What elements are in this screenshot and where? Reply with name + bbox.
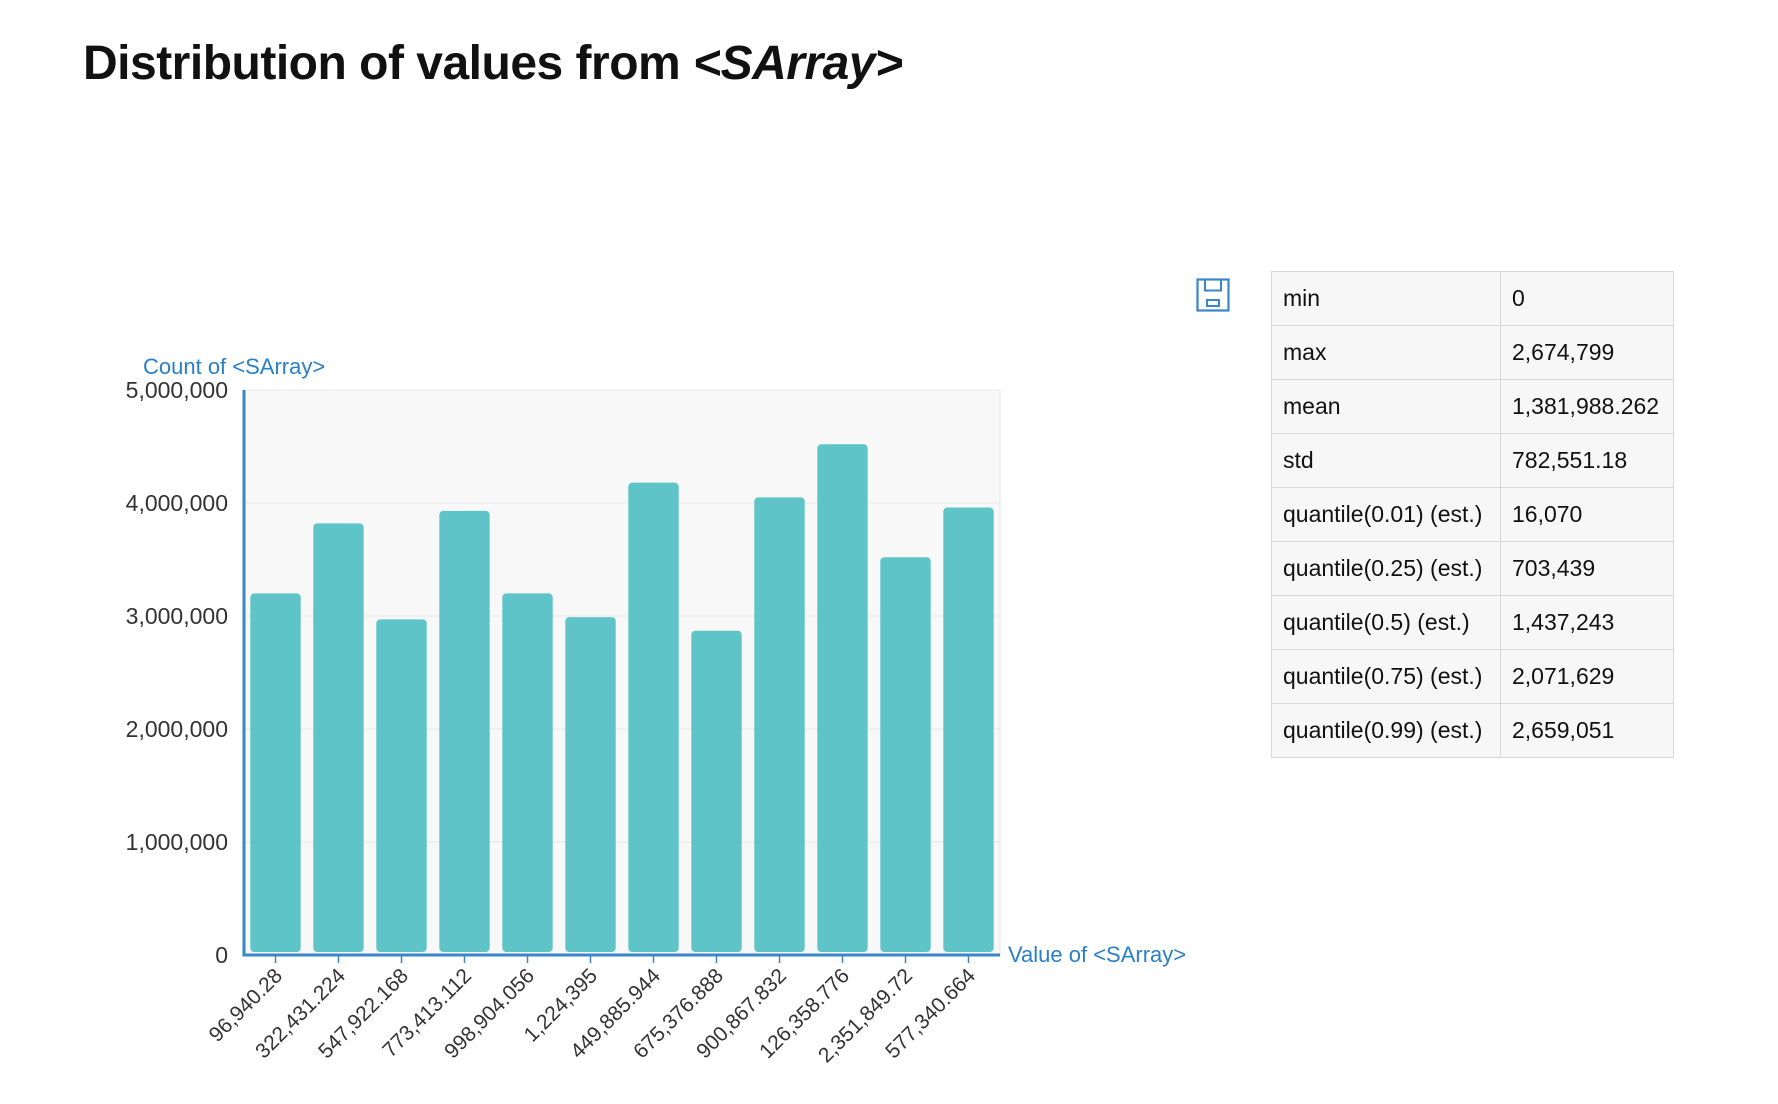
stat-label: quantile(0.01) (est.): [1272, 488, 1501, 542]
histogram-bar: [754, 497, 804, 952]
stats-row: std 782,551.18: [1272, 434, 1674, 488]
histogram-bar: [943, 508, 993, 952]
y-tick-label: 1,000,000: [126, 829, 228, 855]
stat-value: 1,381,988.262: [1501, 380, 1674, 434]
stat-value: 703,439: [1501, 542, 1674, 596]
stat-label: quantile(0.5) (est.): [1272, 596, 1501, 650]
stats-row: mean 1,381,988.262: [1272, 380, 1674, 434]
histogram-bar: [250, 593, 300, 952]
stat-label: quantile(0.75) (est.): [1272, 650, 1501, 704]
stat-value: 2,071,629: [1501, 650, 1674, 704]
histogram-bar: [439, 511, 489, 952]
stat-label: std: [1272, 434, 1501, 488]
histogram-bar: [691, 631, 741, 952]
stat-label: min: [1272, 272, 1501, 326]
stat-value: 2,659,051: [1501, 704, 1674, 758]
stat-value: 782,551.18: [1501, 434, 1674, 488]
stats-row: quantile(0.75) (est.) 2,071,629: [1272, 650, 1674, 704]
stat-label: mean: [1272, 380, 1501, 434]
histogram-bar: [880, 557, 930, 952]
stat-value: 2,674,799: [1501, 326, 1674, 380]
stat-label: max: [1272, 326, 1501, 380]
stats-row: quantile(0.5) (est.) 1,437,243: [1272, 596, 1674, 650]
stats-row: min 0: [1272, 272, 1674, 326]
histogram-bar: [817, 444, 867, 952]
histogram-chart: 0 1,000,000 2,000,000 3,000,000 4,000,000 5,0…: [0, 0, 1200, 1104]
histogram-bar: [502, 593, 552, 952]
y-tick-label: 4,000,000: [126, 490, 228, 516]
y-axis-label: Count of <SArray>: [143, 354, 325, 379]
stats-row: quantile(0.99) (est.) 2,659,051: [1272, 704, 1674, 758]
save-icon[interactable]: [1196, 278, 1230, 312]
floppy-disk-icon: [1196, 278, 1230, 312]
y-tick-label: 5,000,000: [126, 377, 228, 403]
histogram-bar: [376, 619, 426, 952]
stat-label: quantile(0.25) (est.): [1272, 542, 1501, 596]
y-tick-label: 2,000,000: [126, 716, 228, 742]
histogram-bar: [628, 483, 678, 952]
y-tick-label: 3,000,000: [126, 603, 228, 629]
stat-value: 1,437,243: [1501, 596, 1674, 650]
x-axis-label: Value of <SArray>: [1008, 942, 1186, 967]
stat-value: 16,070: [1501, 488, 1674, 542]
stats-row: quantile(0.25) (est.) 703,439: [1272, 542, 1674, 596]
x-tick-labels: 96,940.28322,431.224547,922.168773,413.1…: [205, 955, 981, 1067]
stats-row: max 2,674,799: [1272, 326, 1674, 380]
stats-row: quantile(0.01) (est.) 16,070: [1272, 488, 1674, 542]
y-tick-label: 0: [215, 942, 228, 968]
summary-stats-table: min 0 max 2,674,799 mean 1,381,988.262 std 782,…: [1271, 271, 1674, 758]
stat-value: 0: [1501, 272, 1674, 326]
histogram-bar: [565, 617, 615, 952]
stat-label: quantile(0.99) (est.): [1272, 704, 1501, 758]
histogram-bar: [313, 523, 363, 952]
y-tick-labels: 0 1,000,000 2,000,000 3,000,000 4,000,000 5,0…: [126, 377, 228, 968]
